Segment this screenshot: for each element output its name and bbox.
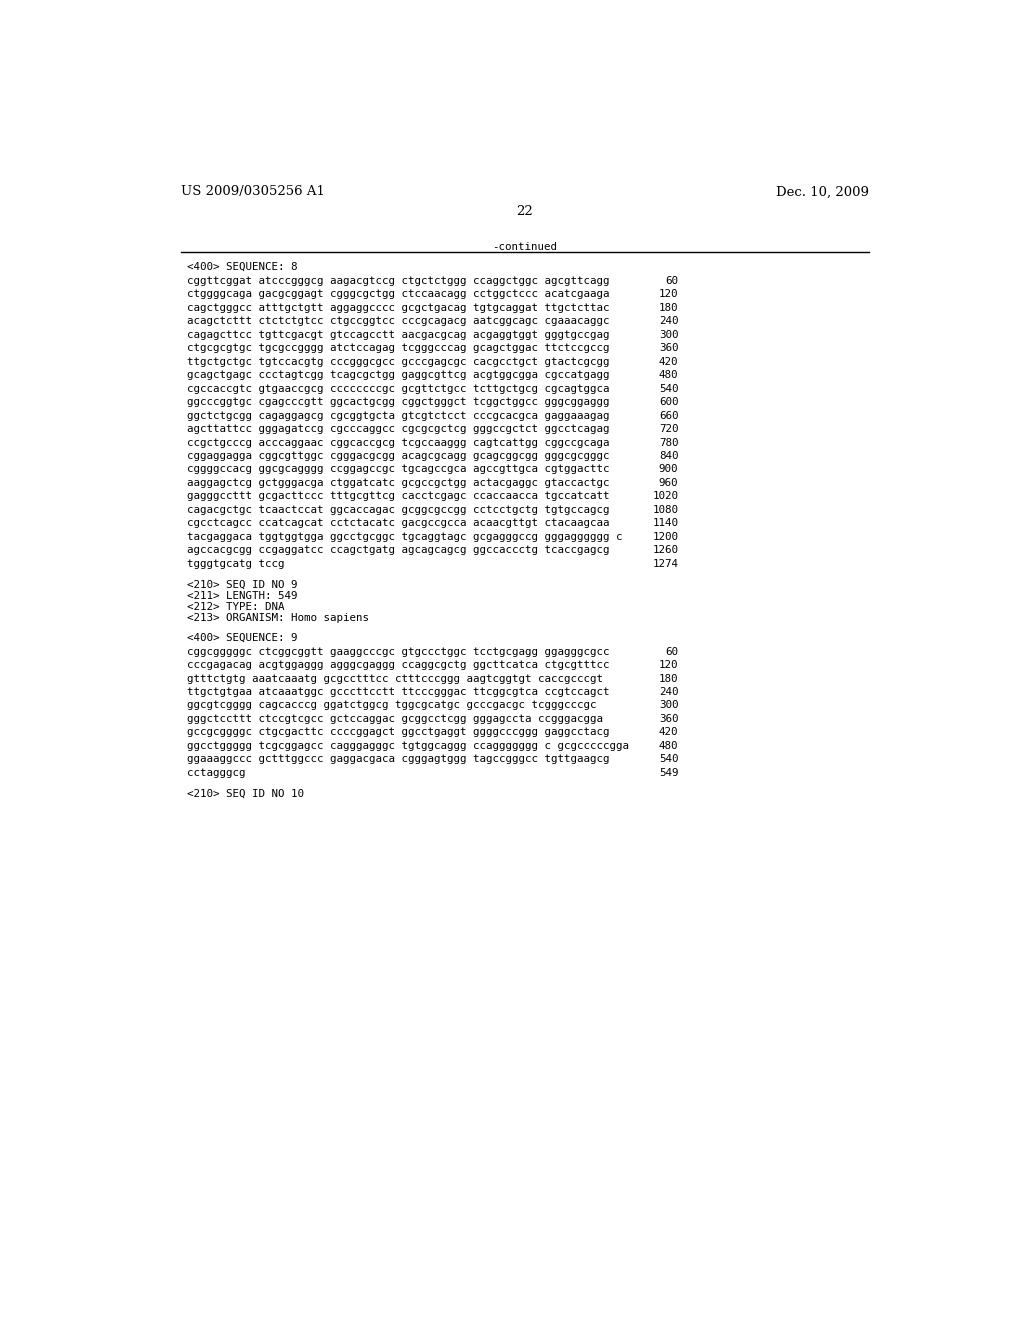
Text: 540: 540 [658, 755, 678, 764]
Text: 300: 300 [658, 330, 678, 339]
Text: 1080: 1080 [652, 506, 678, 515]
Text: 600: 600 [658, 397, 678, 407]
Text: aaggagctcg gctgggacga ctggatcatc gcgccgctgg actacgaggc gtaccactgc: aaggagctcg gctgggacga ctggatcatc gcgccgc… [187, 478, 609, 488]
Text: <210> SEQ ID NO 9: <210> SEQ ID NO 9 [187, 579, 297, 590]
Text: <213> ORGANISM: Homo sapiens: <213> ORGANISM: Homo sapiens [187, 614, 369, 623]
Text: ggcctggggg tcgcggagcc cagggagggc tgtggcaggg ccaggggggg c gcgcccccgga: ggcctggggg tcgcggagcc cagggagggc tgtggca… [187, 741, 629, 751]
Text: ctgcgcgtgc tgcgccgggg atctccagag tcgggcccag gcagctggac ttctccgccg: ctgcgcgtgc tgcgccgggg atctccagag tcgggcc… [187, 343, 609, 354]
Text: ttgctgtgaa atcaaatggc gcccttcctt ttcccgggac ttcggcgtca ccgtccagct: ttgctgtgaa atcaaatggc gcccttcctt ttcccgg… [187, 686, 609, 697]
Text: ggaaaggccc gctttggccc gaggacgaca cgggagtggg tagccgggcc tgttgaagcg: ggaaaggccc gctttggccc gaggacgaca cgggagt… [187, 755, 609, 764]
Text: cgccaccgtc gtgaaccgcg ccccccccgc gcgttctgcc tcttgctgcg cgcagtggca: cgccaccgtc gtgaaccgcg ccccccccgc gcgttct… [187, 384, 609, 393]
Text: cagctgggcc atttgctgtt aggaggcccc gcgctgacag tgtgcaggat ttgctcttac: cagctgggcc atttgctgtt aggaggcccc gcgctga… [187, 302, 609, 313]
Text: cagacgctgc tcaactccat ggcaccagac gcggcgccgg cctcctgctg tgtgccagcg: cagacgctgc tcaactccat ggcaccagac gcggcgc… [187, 506, 609, 515]
Text: <400> SEQUENCE: 9: <400> SEQUENCE: 9 [187, 632, 297, 643]
Text: ctggggcaga gacgcggagt cgggcgctgg ctccaacagg cctggctccc acatcgaaga: ctggggcaga gacgcggagt cgggcgctgg ctccaac… [187, 289, 609, 300]
Text: 840: 840 [658, 451, 678, 461]
Text: ttgctgctgc tgtccacgtg cccgggcgcc gcccgagcgc cacgcctgct gtactcgcgg: ttgctgctgc tgtccacgtg cccgggcgcc gcccgag… [187, 356, 609, 367]
Text: 660: 660 [658, 411, 678, 421]
Text: ggctctgcgg cagaggagcg cgcggtgcta gtcgtctcct cccgcacgca gaggaaagag: ggctctgcgg cagaggagcg cgcggtgcta gtcgtct… [187, 411, 609, 421]
Text: <400> SEQUENCE: 8: <400> SEQUENCE: 8 [187, 261, 297, 272]
Text: cagagcttcc tgttcgacgt gtccagcctt aacgacgcag acgaggtggt gggtgccgag: cagagcttcc tgttcgacgt gtccagcctt aacgacg… [187, 330, 609, 339]
Text: cctagggcg: cctagggcg [187, 768, 246, 777]
Text: tgggtgcatg tccg: tgggtgcatg tccg [187, 558, 285, 569]
Text: 120: 120 [658, 660, 678, 671]
Text: 780: 780 [658, 437, 678, 447]
Text: 960: 960 [658, 478, 678, 488]
Text: 22: 22 [516, 205, 534, 218]
Text: 1260: 1260 [652, 545, 678, 556]
Text: gccgcggggc ctgcgacttc ccccggagct ggcctgaggt ggggcccggg gaggcctacg: gccgcggggc ctgcgacttc ccccggagct ggcctga… [187, 727, 609, 738]
Text: 480: 480 [658, 370, 678, 380]
Text: 240: 240 [658, 317, 678, 326]
Text: gggctccttt ctccgtcgcc gctccaggac gcggcctcgg gggagccta ccgggacgga: gggctccttt ctccgtcgcc gctccaggac gcggcct… [187, 714, 603, 723]
Text: <212> TYPE: DNA: <212> TYPE: DNA [187, 602, 285, 612]
Text: cccgagacag acgtggaggg agggcgaggg ccaggcgctg ggcttcatca ctgcgtttcc: cccgagacag acgtggaggg agggcgaggg ccaggcg… [187, 660, 609, 671]
Text: Dec. 10, 2009: Dec. 10, 2009 [776, 185, 869, 198]
Text: 240: 240 [658, 686, 678, 697]
Text: <210> SEQ ID NO 10: <210> SEQ ID NO 10 [187, 789, 304, 799]
Text: tacgaggaca tggtggtgga ggcctgcggc tgcaggtagc gcgagggccg gggagggggg c: tacgaggaca tggtggtgga ggcctgcggc tgcaggt… [187, 532, 623, 541]
Text: cggaggagga cggcgttggc cgggacgcgg acagcgcagg gcagcggcgg gggcgcgggc: cggaggagga cggcgttggc cgggacgcgg acagcgc… [187, 451, 609, 461]
Text: 540: 540 [658, 384, 678, 393]
Text: 180: 180 [658, 673, 678, 684]
Text: 1020: 1020 [652, 491, 678, 502]
Text: 420: 420 [658, 356, 678, 367]
Text: ggcgtcgggg cagcacccg ggatctggcg tggcgcatgc gcccgacgc tcgggcccgc: ggcgtcgggg cagcacccg ggatctggcg tggcgcat… [187, 701, 596, 710]
Text: 1274: 1274 [652, 558, 678, 569]
Text: cggcgggggc ctcggcggtt gaaggcccgc gtgccctggc tcctgcgagg ggagggcgcc: cggcgggggc ctcggcggtt gaaggcccgc gtgccct… [187, 647, 609, 656]
Text: US 2009/0305256 A1: US 2009/0305256 A1 [180, 185, 325, 198]
Text: 480: 480 [658, 741, 678, 751]
Text: agccacgcgg ccgaggatcc ccagctgatg agcagcagcg ggccaccctg tcaccgagcg: agccacgcgg ccgaggatcc ccagctgatg agcagca… [187, 545, 609, 556]
Text: 180: 180 [658, 302, 678, 313]
Text: acagctcttt ctctctgtcc ctgccggtcc cccgcagacg aatcggcagc cgaaacaggc: acagctcttt ctctctgtcc ctgccggtcc cccgcag… [187, 317, 609, 326]
Text: 1200: 1200 [652, 532, 678, 541]
Text: 300: 300 [658, 701, 678, 710]
Text: 549: 549 [658, 768, 678, 777]
Text: <211> LENGTH: 549: <211> LENGTH: 549 [187, 591, 297, 601]
Text: 720: 720 [658, 424, 678, 434]
Text: agcttattcc gggagatccg cgcccaggcc cgcgcgctcg gggccgctct ggcctcagag: agcttattcc gggagatccg cgcccaggcc cgcgcgc… [187, 424, 609, 434]
Text: 360: 360 [658, 343, 678, 354]
Text: gcagctgagc ccctagtcgg tcagcgctgg gaggcgttcg acgtggcgga cgccatgagg: gcagctgagc ccctagtcgg tcagcgctgg gaggcgt… [187, 370, 609, 380]
Text: 1140: 1140 [652, 519, 678, 528]
Text: cggggccacg ggcgcagggg ccggagccgc tgcagccgca agccgttgca cgtggacttc: cggggccacg ggcgcagggg ccggagccgc tgcagcc… [187, 465, 609, 474]
Text: 60: 60 [666, 647, 678, 656]
Text: cggttcggat atcccgggcg aagacgtccg ctgctctggg ccaggctggc agcgttcagg: cggttcggat atcccgggcg aagacgtccg ctgctct… [187, 276, 609, 286]
Text: gtttctgtg aaatcaaatg gcgcctttcc ctttcccggg aagtcggtgt caccgcccgt: gtttctgtg aaatcaaatg gcgcctttcc ctttcccg… [187, 673, 603, 684]
Text: 120: 120 [658, 289, 678, 300]
Text: ccgctgcccg acccaggaac cggcaccgcg tcgccaaggg cagtcattgg cggccgcaga: ccgctgcccg acccaggaac cggcaccgcg tcgccaa… [187, 437, 609, 447]
Text: cgcctcagcc ccatcagcat cctctacatc gacgccgcca acaacgttgt ctacaagcaa: cgcctcagcc ccatcagcat cctctacatc gacgccg… [187, 519, 609, 528]
Text: 420: 420 [658, 727, 678, 738]
Text: 360: 360 [658, 714, 678, 723]
Text: -continued: -continued [493, 242, 557, 252]
Text: ggcccggtgc cgagcccgtt ggcactgcgg cggctgggct tcggctggcc gggcggaggg: ggcccggtgc cgagcccgtt ggcactgcgg cggctgg… [187, 397, 609, 407]
Text: 900: 900 [658, 465, 678, 474]
Text: gagggccttt gcgacttccc tttgcgttcg cacctcgagc ccaccaacca tgccatcatt: gagggccttt gcgacttccc tttgcgttcg cacctcg… [187, 491, 609, 502]
Text: 60: 60 [666, 276, 678, 286]
